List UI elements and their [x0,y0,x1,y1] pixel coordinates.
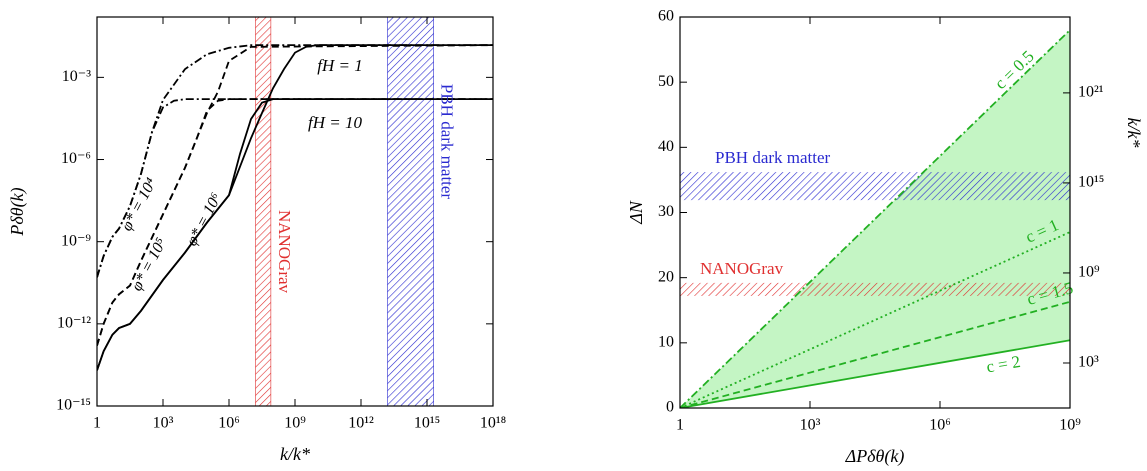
y2-axis-label: k/k* [1124,118,1144,148]
x-tick-label: 10³ [800,417,821,434]
line [680,300,1070,408]
y2-tick-label: 10⁹ [1078,264,1100,281]
line [97,98,493,371]
band [680,282,1070,296]
x-tick-label: 10⁹ [1059,417,1081,434]
y-tick-label: 10⁻¹² [57,315,91,332]
line [680,29,1070,408]
curve-label: φ* = 10⁴ [118,175,160,234]
y-tick-label: 20 [658,268,674,285]
y-tick-label: 50 [658,73,674,90]
x-tick-label: 10⁹ [284,415,306,432]
y-axis-label: ΔN [626,200,646,225]
x-tick-label: 10¹⁵ [414,415,440,432]
x-tick-label: 10¹² [348,415,374,432]
x-tick-label: 10⁶ [218,415,240,432]
band-label: NANOGrav [700,259,784,278]
band-label: PBH dark matter [715,148,831,167]
x-tick-label: 10³ [153,415,174,432]
y-tick-label: 10⁻³ [62,68,91,85]
x-tick-label: 1 [676,417,684,434]
plot-area [97,17,493,406]
series-label: c = 2 [985,352,1022,377]
x-axis-label: ΔPδθ(k) [845,446,905,467]
line [97,98,493,346]
y-tick-label: 40 [658,138,674,155]
y-tick-label: 10 [658,334,674,351]
line [97,98,493,278]
y-tick-label: 60 [658,8,674,25]
line [680,231,1070,408]
band-label: PBH dark matter [438,84,457,200]
x-tick-label: 10¹⁸ [480,415,506,432]
plot-area [680,29,1070,408]
curve-label: φ* = 10⁶ [183,190,225,249]
annotation: fH = 10 [308,113,362,132]
y-tick-label: 0 [666,399,674,416]
annotation: fH = 1 [317,56,362,75]
band-label: NANOGrav [275,210,294,294]
x-tick-label: 10⁶ [929,417,951,434]
line [680,339,1070,408]
y-tick-label: 10⁻⁶ [61,150,91,167]
x-axis-label: k/k* [280,444,310,464]
y-tick-label: 10⁻⁹ [61,232,91,249]
band [255,17,272,406]
x-tick-label: 1 [93,415,101,432]
y2-tick-label: 10²¹ [1078,84,1104,101]
y-axis-label: Pδθ(k) [7,187,28,236]
y2-tick-label: 10³ [1078,354,1099,371]
y-tick-label: 10⁻¹⁵ [56,397,91,414]
y2-tick-label: 10¹⁵ [1078,174,1104,191]
band [680,172,1070,201]
band [387,17,434,406]
y-tick-label: 30 [658,203,674,220]
